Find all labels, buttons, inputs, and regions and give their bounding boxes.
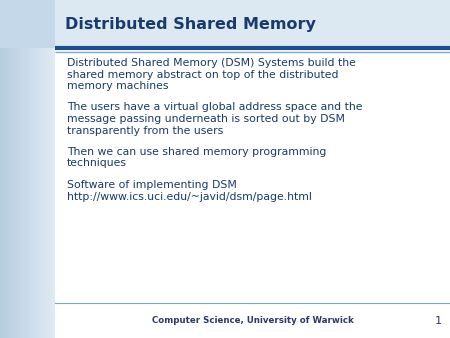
- Bar: [44, 0, 47, 338]
- Bar: [14, 0, 17, 338]
- Bar: [5, 0, 9, 338]
- Text: memory machines: memory machines: [67, 81, 168, 91]
- Bar: [33, 0, 36, 338]
- Bar: [19, 0, 22, 338]
- Bar: [3, 0, 6, 338]
- Bar: [0, 0, 55, 48]
- Bar: [8, 0, 12, 338]
- Bar: [30, 0, 33, 338]
- Text: Software of implementing DSM: Software of implementing DSM: [67, 180, 237, 190]
- Text: shared memory abstract on top of the distributed: shared memory abstract on top of the dis…: [67, 70, 338, 79]
- Bar: [27, 0, 31, 338]
- Text: message passing underneath is sorted out by DSM: message passing underneath is sorted out…: [67, 114, 345, 124]
- Bar: [36, 0, 39, 338]
- Text: Computer Science, University of Warwick: Computer Science, University of Warwick: [152, 316, 353, 325]
- Bar: [11, 0, 14, 338]
- Bar: [25, 0, 28, 338]
- Bar: [22, 0, 25, 338]
- Text: transparently from the users: transparently from the users: [67, 125, 223, 136]
- Text: http://www.ics.uci.edu/~javid/dsm/page.html: http://www.ics.uci.edu/~javid/dsm/page.h…: [67, 192, 312, 201]
- Text: techniques: techniques: [67, 159, 127, 169]
- Bar: [39, 0, 42, 338]
- Bar: [0, 0, 3, 338]
- Bar: [47, 0, 50, 338]
- Bar: [52, 0, 55, 338]
- Bar: [50, 0, 53, 338]
- Bar: [55, 0, 450, 48]
- Text: Then we can use shared memory programming: Then we can use shared memory programmin…: [67, 147, 326, 157]
- Text: Distributed Shared Memory (DSM) Systems build the: Distributed Shared Memory (DSM) Systems …: [67, 58, 356, 68]
- Bar: [41, 0, 45, 338]
- Bar: [55, 0, 450, 338]
- Text: The users have a virtual global address space and the: The users have a virtual global address …: [67, 102, 363, 113]
- Bar: [17, 0, 20, 338]
- Text: Distributed Shared Memory: Distributed Shared Memory: [65, 17, 316, 31]
- Text: 1: 1: [434, 315, 441, 325]
